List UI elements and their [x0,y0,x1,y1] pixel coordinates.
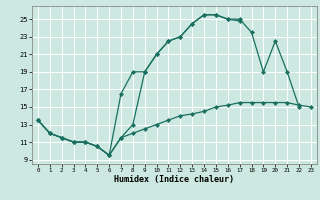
X-axis label: Humidex (Indice chaleur): Humidex (Indice chaleur) [115,175,234,184]
